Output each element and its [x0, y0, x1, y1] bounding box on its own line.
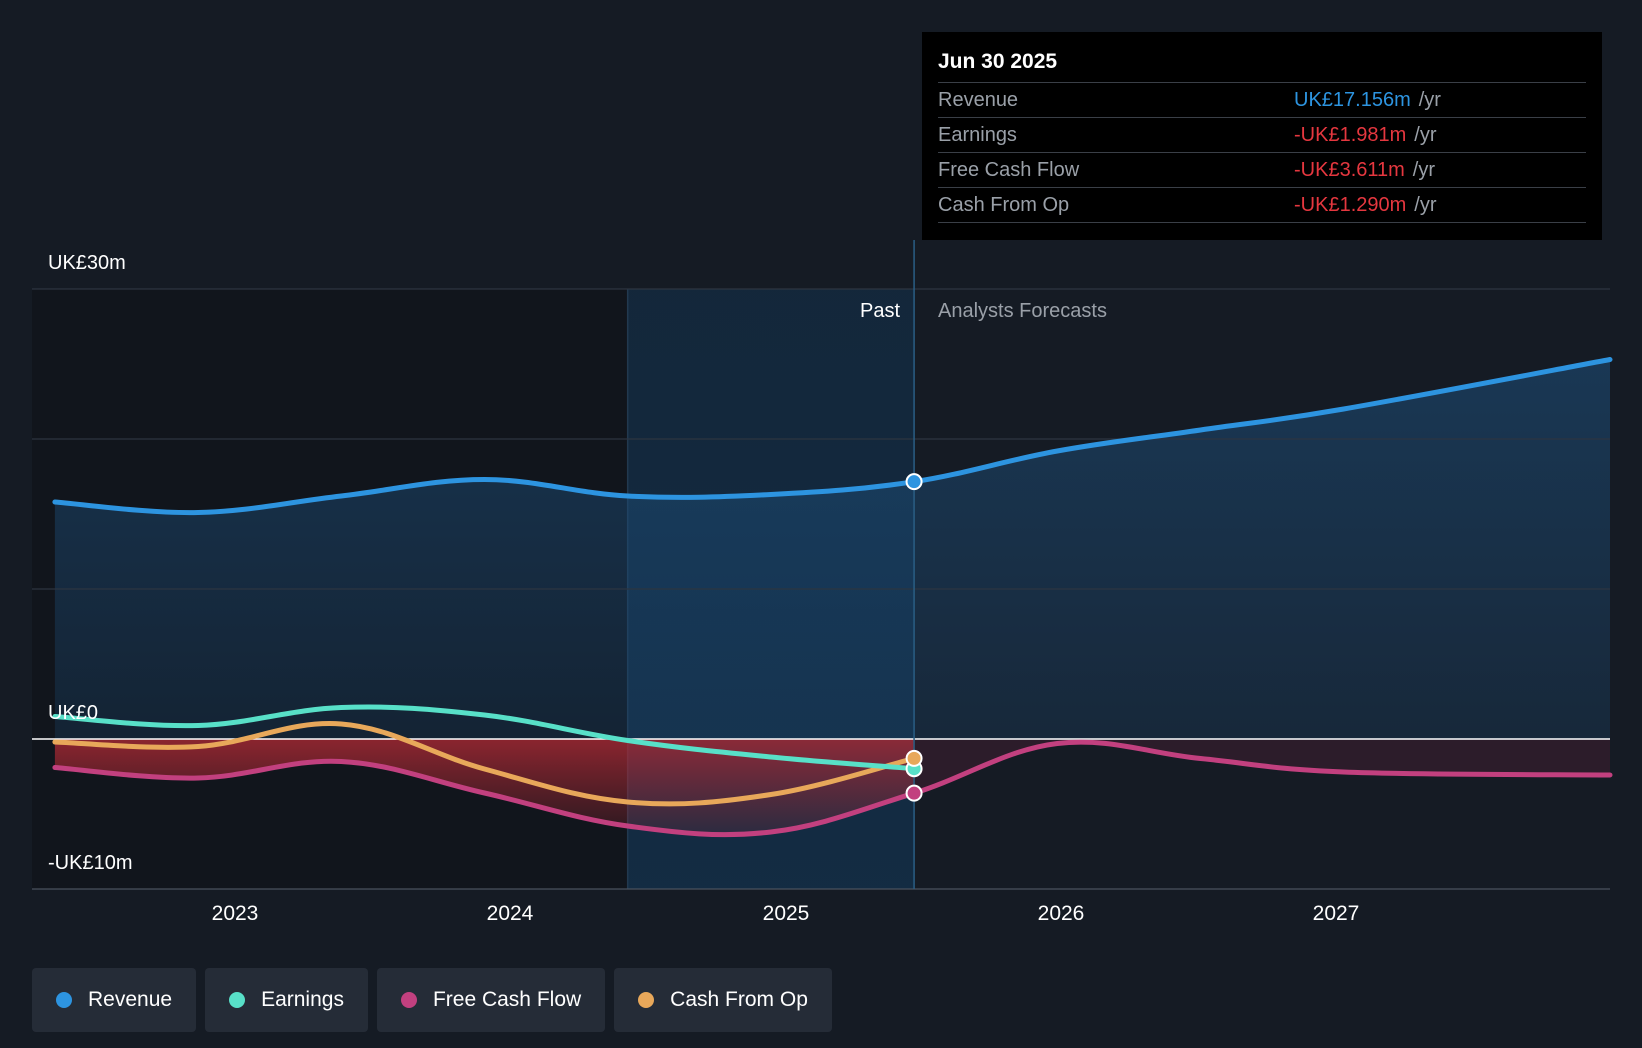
negative-area-forecast	[914, 739, 1610, 794]
tooltip-row-free-cash-flow: Free Cash Flow -UK£3.611m /yr	[938, 153, 1586, 188]
legend-dot-icon	[400, 992, 417, 1008]
legend-dot-icon	[638, 992, 655, 1008]
x-tick-label-2026: 2026	[1037, 902, 1085, 925]
tooltip-label: Revenue	[938, 89, 1019, 111]
legend: Revenue Earnings Free Cash Flow Cash Fro…	[32, 968, 832, 1032]
x-tick-label-2025: 2025	[762, 902, 810, 925]
x-tick-label-2027: 2027	[1312, 902, 1360, 925]
data-point-free-cash-flow	[905, 784, 923, 802]
series-line-cash-from-op	[52, 721, 917, 807]
legend-label: Revenue	[88, 988, 173, 1011]
y-tick-label-top: UK£30m	[48, 252, 126, 274]
data-point-revenue	[905, 473, 923, 491]
tooltip-row-cash-from-op: Cash From Op -UK£1.290m /yr	[938, 188, 1586, 223]
series-line-revenue	[52, 357, 1613, 516]
tooltip: Jun 30 2025 Revenue UK£17.156m /yr Earni…	[922, 32, 1602, 240]
legend-dot-icon	[56, 992, 72, 1008]
legend-item-cash-from-op[interactable]: Cash From Op	[614, 968, 832, 1032]
tooltip-value: UK£17.156m	[1294, 89, 1411, 111]
legend-dot-icon	[229, 992, 246, 1008]
legend-label: Free Cash Flow	[432, 988, 582, 1011]
series-line-earnings	[52, 704, 917, 772]
legend-item-free-cash-flow[interactable]: Free Cash Flow	[376, 968, 606, 1032]
legend-label: Cash From Op	[670, 988, 808, 1011]
forecast-label: Analysts Forecasts	[938, 300, 1107, 322]
tooltip-row-earnings: Earnings -UK£1.981m /yr	[938, 118, 1586, 153]
y-tick-label-bottom: -UK£10m	[48, 852, 133, 874]
series-line-free-cash-flow	[52, 739, 1613, 838]
legend-label: Earnings	[261, 988, 344, 1011]
tooltip-row-revenue: Revenue UK£17.156m /yr	[938, 83, 1586, 118]
legend-item-earnings[interactable]: Earnings	[205, 968, 368, 1032]
tooltip-date: Jun 30 2025	[938, 46, 1586, 83]
tooltip-label: Earnings	[938, 124, 1017, 146]
tooltip-unit: /yr	[1414, 194, 1437, 216]
x-tick-label-2023: 2023	[211, 902, 259, 925]
data-point-cash-from-op	[905, 749, 923, 767]
revenue-area	[54, 359, 1610, 739]
y-tick-label-zero: UK£0	[48, 702, 99, 724]
tooltip-unit: /yr	[1418, 89, 1441, 111]
tooltip-unit: /yr	[1414, 124, 1437, 146]
tooltip-value: -UK£3.611m	[1294, 159, 1405, 181]
tooltip-unit: /yr	[1412, 159, 1436, 181]
negative-area-past	[54, 739, 915, 835]
tooltip-value: -UK£1.981m	[1294, 124, 1407, 146]
tooltip-value: -UK£1.290m	[1294, 194, 1407, 216]
x-tick-label-2024: 2024	[486, 902, 534, 925]
past-label: Past	[860, 300, 901, 322]
legend-item-revenue[interactable]: Revenue	[32, 968, 197, 1032]
tooltip-label: Free Cash Flow	[938, 159, 1080, 181]
tooltip-label: Cash From Op	[938, 194, 1070, 216]
